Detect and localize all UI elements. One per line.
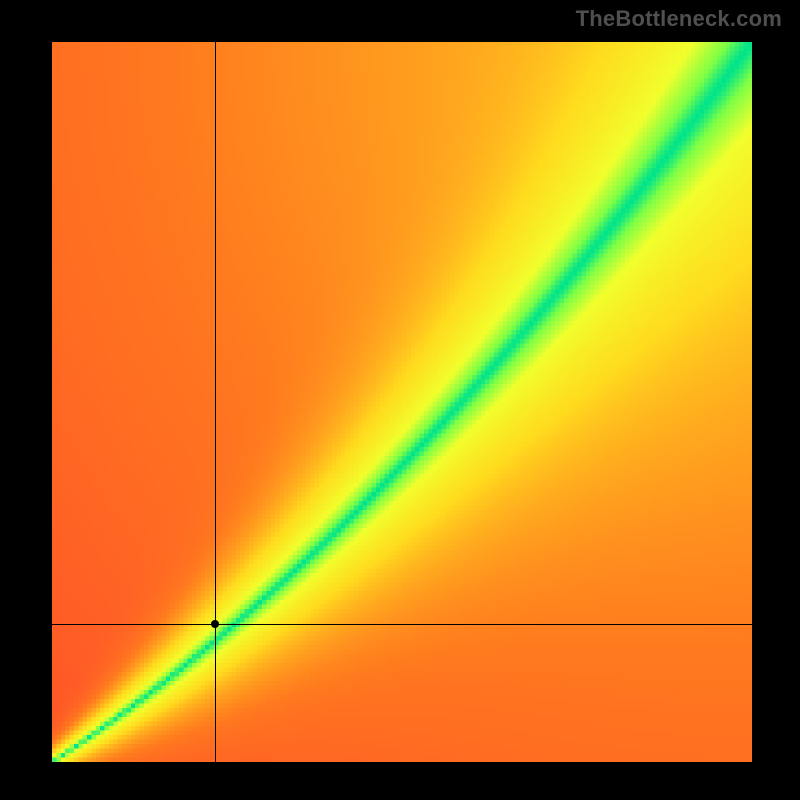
- crosshair-vertical: [215, 42, 216, 762]
- bottleneck-heatmap: [52, 42, 752, 762]
- chart-frame: TheBottleneck.com: [0, 0, 800, 800]
- crosshair-horizontal: [52, 624, 752, 625]
- watermark-text: TheBottleneck.com: [576, 6, 782, 32]
